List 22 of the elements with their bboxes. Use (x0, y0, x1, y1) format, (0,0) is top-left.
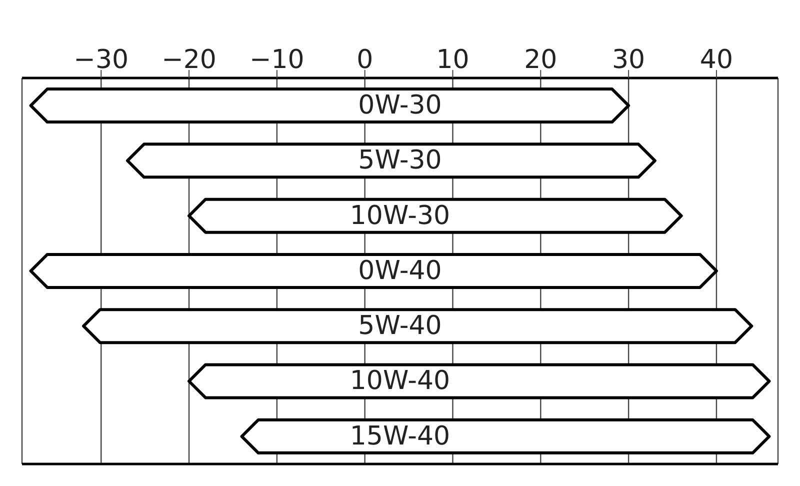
x-tick-label: −20 (162, 45, 216, 75)
x-tick-label: 10 (436, 45, 470, 75)
x-tick-label: 0 (356, 45, 374, 75)
x-tick-label: 40 (700, 45, 734, 75)
bar (188, 198, 683, 234)
bar (240, 418, 771, 454)
y-tick-label: 10W-30 (350, 200, 450, 231)
y-tick-label: 0W-30 (358, 90, 442, 121)
x-tick-label: −10 (249, 45, 304, 75)
y-tick-label: 5W-30 (358, 146, 442, 176)
bar (82, 308, 754, 344)
x-tick-label: −30 (74, 45, 129, 75)
bar (188, 363, 771, 400)
bar (29, 88, 630, 124)
y-tick-label: 5W-40 (358, 311, 442, 342)
y-tick-label: 10W-40 (350, 366, 450, 396)
y-tick-label: 0W-40 (358, 256, 442, 286)
x-tick-label: 30 (612, 45, 646, 75)
bar (29, 252, 718, 289)
y-tick-label: 15W-40 (350, 421, 450, 452)
x-tick-label: 20 (524, 45, 558, 75)
bar (126, 142, 656, 179)
